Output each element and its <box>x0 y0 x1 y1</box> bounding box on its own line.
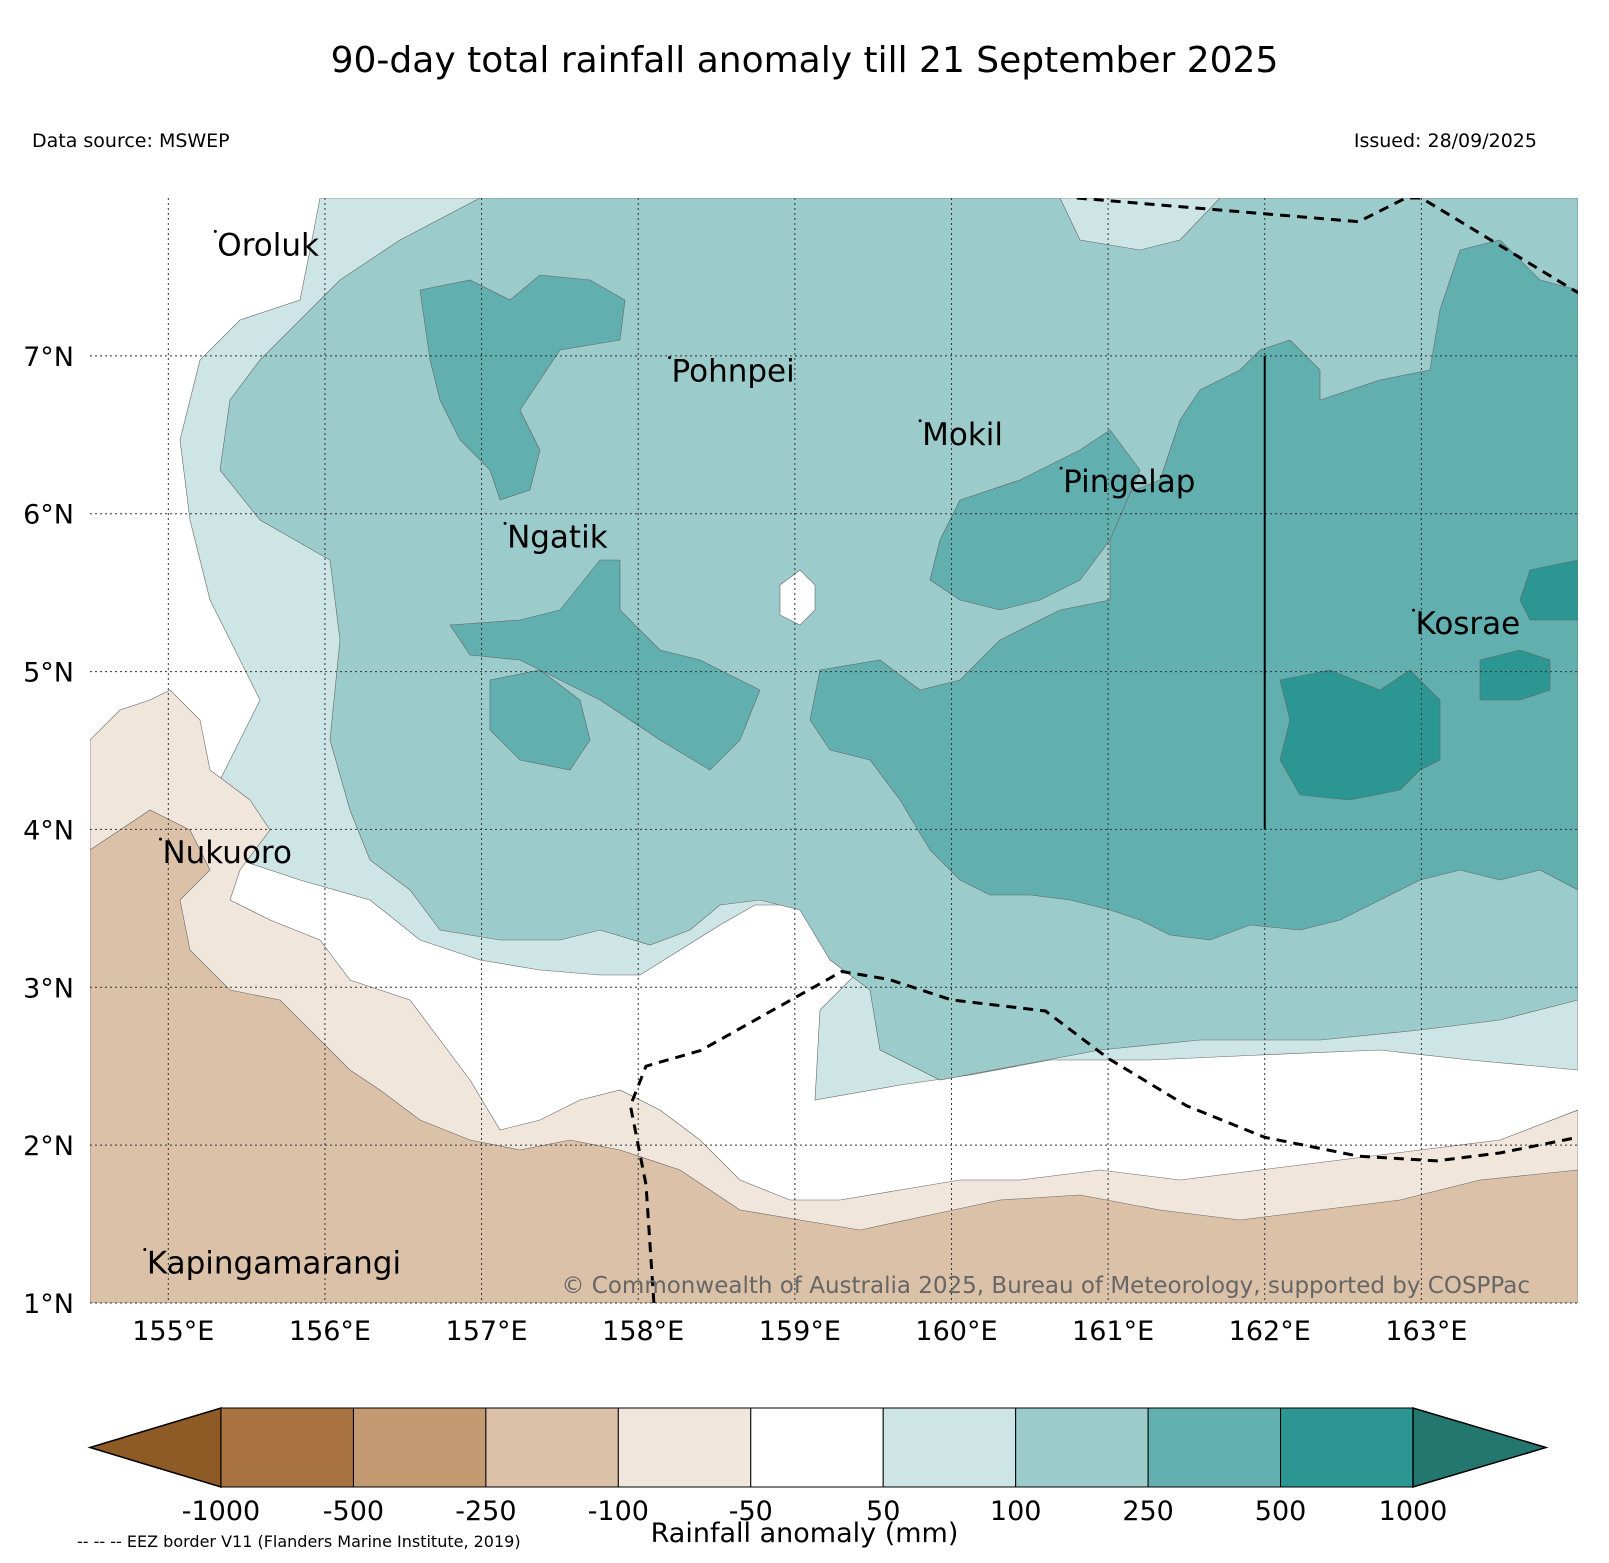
island-label: Pohnpei <box>672 354 795 390</box>
colorbar-tick-label: 500 <box>1255 1496 1307 1527</box>
island-label: Kosrae <box>1416 606 1521 642</box>
colorbar-tick-label: -250 <box>455 1496 516 1527</box>
island-label: Nukuoro <box>162 835 291 871</box>
fill-250-500-mid <box>449 559 761 771</box>
fill-500-1000-kosrae-east <box>1479 649 1551 701</box>
fill-minus100-minus250 <box>90 809 1578 1303</box>
colorbar-bin <box>220 1407 354 1488</box>
eez-border-line <box>628 969 1578 1303</box>
colorbar-bin <box>485 1407 619 1488</box>
colorbar-tick-label: -50 <box>729 1496 773 1527</box>
colorbar-bin <box>1015 1407 1149 1488</box>
eez-note: -- -- -- EEZ border V11 (Flanders Marine… <box>77 1532 521 1551</box>
island-marker <box>918 419 922 423</box>
lon-tick-label: 156°E <box>289 1316 371 1347</box>
island-marker <box>503 521 507 525</box>
fill-250-500-mid2 <box>489 669 591 771</box>
island-marker <box>143 1248 147 1252</box>
copyright-note: © Commonwealth of Australia 2025, Bureau… <box>561 1273 1530 1299</box>
colorbar-bin <box>352 1407 487 1488</box>
colorbar-bin <box>617 1407 752 1488</box>
colorbar-extend-low <box>87 1406 222 1489</box>
lat-tick-label: 1°N <box>23 1289 74 1320</box>
colorbar-tick-label: 50 <box>866 1496 900 1527</box>
colorbar-extend-high <box>1412 1406 1549 1489</box>
lon-tick-label: 157°E <box>446 1316 528 1347</box>
colorbar: -1000 -500 -250 -100 -50 50 100 250 500 1000 <box>87 1406 1549 1527</box>
fill-250-500-pingelap <box>929 429 1141 611</box>
lat-tick-label: 5°N <box>23 658 74 689</box>
lon-tick-label: 155°E <box>132 1316 214 1347</box>
colorbar-tick-label: -500 <box>323 1496 384 1527</box>
lat-tick-label: 2°N <box>23 1131 74 1162</box>
data-source: Data source: MSWEP <box>32 130 230 152</box>
island-label: Mokil <box>922 417 1003 453</box>
colorbar-tick-label: -1000 <box>182 1496 260 1527</box>
island-labels: Oroluk Pohnpei Mokil Pingelap Ngatik Kosrae Nu… <box>143 227 1521 1282</box>
lon-tick-label: 159°E <box>759 1316 841 1347</box>
island-marker <box>1412 608 1416 612</box>
lat-tick-label: 7°N <box>23 342 74 373</box>
lat-tick-label: 3°N <box>23 973 74 1004</box>
chart-title: 90-day total rainfall anomaly till 21 Se… <box>330 40 1279 81</box>
lat-tick-labels: 7°N 6°N 5°N 4°N 3°N 2°N 1°N <box>23 342 74 1320</box>
colorbar-tick-label: 1000 <box>1379 1496 1448 1527</box>
island-marker <box>158 837 162 841</box>
lat-tick-label: 6°N <box>23 500 74 531</box>
fill-500-1000-kosrae-south <box>1279 669 1441 801</box>
lon-tick-label: 160°E <box>915 1316 997 1347</box>
graticule <box>90 198 1578 1304</box>
lon-tick-labels: 155°E 156°E 157°E 158°E 159°E 160°E 161°E 162°E… <box>132 1316 1467 1347</box>
colorbar-bin <box>1147 1407 1282 1488</box>
island-label: Ngatik <box>507 519 608 555</box>
island-label: Oroluk <box>217 227 319 263</box>
fill-white-patch <box>779 569 816 626</box>
island-label: Kapingamarangi <box>147 1246 401 1282</box>
contour-fills <box>90 198 1578 1303</box>
eez-borders <box>628 198 1578 1303</box>
lon-tick-label: 163°E <box>1385 1316 1467 1347</box>
island-marker <box>1059 466 1063 470</box>
colorbar-tick-label: -100 <box>588 1496 649 1527</box>
colorbar-bin <box>750 1407 884 1488</box>
lon-tick-label: 162°E <box>1229 1316 1311 1347</box>
lat-tick-label: 4°N <box>23 815 74 846</box>
island-marker <box>668 356 672 360</box>
colorbar-bin <box>1280 1407 1414 1488</box>
colorbar-bin <box>882 1407 1017 1488</box>
eez-border-line <box>1076 198 1578 294</box>
island-marker <box>213 229 217 233</box>
island-label: Pingelap <box>1063 464 1195 500</box>
lon-tick-label: 161°E <box>1072 1316 1154 1347</box>
colorbar-tick-label: 250 <box>1122 1496 1174 1527</box>
fill-500-1000-east-edge <box>1519 559 1578 621</box>
fill-250-500-north <box>419 274 626 501</box>
issued-date: Issued: 28/09/2025 <box>1353 130 1537 152</box>
lon-tick-label: 158°E <box>602 1316 684 1347</box>
colorbar-label: Rainfall anomaly (mm) <box>650 1518 959 1549</box>
colorbar-tick-label: 100 <box>990 1496 1042 1527</box>
